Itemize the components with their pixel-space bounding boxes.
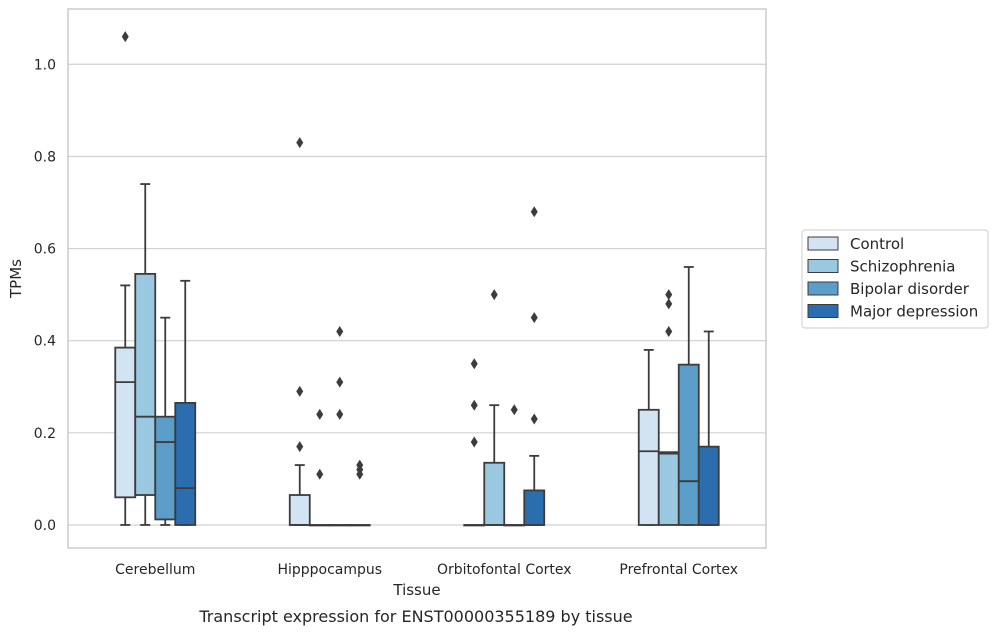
outlier-point bbox=[336, 325, 344, 337]
box-control bbox=[288, 464, 311, 526]
legend: Control Schizophrenia Bipolar disorder Majo… bbox=[801, 229, 989, 329]
legend-frame bbox=[801, 229, 989, 329]
box-schizophrenia bbox=[483, 404, 506, 526]
outlier-point bbox=[530, 312, 538, 324]
x-tick-label: Orbitofontal Cortex bbox=[437, 562, 572, 578]
legend-swatch bbox=[807, 259, 839, 273]
box-control bbox=[114, 284, 137, 526]
boxes bbox=[114, 183, 720, 527]
y-axis-label: TPMs bbox=[7, 259, 25, 299]
outlier-point bbox=[530, 206, 538, 218]
box-body bbox=[483, 461, 506, 526]
outlier-point bbox=[296, 385, 304, 397]
outlier-point bbox=[665, 298, 673, 310]
box-bipolar-disorder bbox=[154, 316, 177, 526]
outlier-point bbox=[296, 441, 304, 453]
outlier-point bbox=[470, 399, 478, 411]
outlier-point bbox=[470, 436, 478, 448]
box-bipolar-disorder bbox=[328, 524, 351, 527]
outlier-point bbox=[316, 408, 324, 420]
legend-swatch bbox=[807, 236, 839, 251]
legend-label: Schizophrenia bbox=[850, 258, 955, 276]
box-body bbox=[657, 451, 680, 526]
box-schizophrenia bbox=[308, 524, 331, 527]
outlier-point bbox=[336, 376, 344, 388]
x-tick-label: Cerebellum bbox=[115, 562, 195, 578]
legend-label: Control bbox=[850, 235, 904, 253]
box-schizophrenia bbox=[134, 183, 157, 526]
box-body bbox=[174, 401, 197, 526]
legend-swatch bbox=[807, 281, 839, 296]
x-tick-label: Prefrontal Cortex bbox=[619, 562, 738, 578]
outlier-point bbox=[356, 459, 364, 471]
box-schizophrenia bbox=[657, 451, 680, 526]
outlier-point bbox=[510, 404, 518, 416]
y-tick-labels: 0.0 0.2 0.4 0.6 0.8 1.0 bbox=[34, 57, 56, 534]
legend-label: Bipolar disorder bbox=[850, 280, 970, 298]
y-tick-label: 0.4 bbox=[34, 334, 56, 350]
box-body bbox=[697, 445, 720, 526]
box-major-depression bbox=[348, 524, 371, 527]
outlier-point bbox=[336, 408, 344, 420]
x-tick-labels: Cerebellum Hipppocampus Orbitofontal Corte… bbox=[115, 562, 738, 578]
outlier-point bbox=[121, 31, 129, 43]
plot-frame bbox=[67, 8, 767, 549]
box-major-depression bbox=[174, 279, 197, 526]
chart-caption: Transcript expression for ENST0000035518… bbox=[198, 607, 632, 626]
outlier-point bbox=[665, 289, 673, 301]
box-body bbox=[523, 489, 546, 526]
box-major-depression bbox=[523, 454, 546, 526]
y-tick-label: 0.0 bbox=[34, 518, 56, 534]
box-body bbox=[677, 363, 700, 526]
box-bipolar-disorder bbox=[677, 266, 700, 526]
y-tick-label: 0.6 bbox=[34, 242, 56, 258]
outlier-point bbox=[470, 358, 478, 370]
box-control bbox=[637, 349, 660, 526]
box-body bbox=[288, 494, 311, 526]
y-tick-label: 0.2 bbox=[34, 426, 56, 442]
outlier-point bbox=[316, 468, 324, 480]
box-body bbox=[637, 408, 660, 526]
box-bipolar-disorder bbox=[503, 524, 526, 527]
outlier-point bbox=[530, 413, 538, 425]
box-control bbox=[463, 524, 486, 527]
legend-swatch bbox=[807, 304, 839, 318]
outlier-point bbox=[490, 289, 498, 301]
box-body bbox=[114, 346, 137, 499]
y-tick-label: 0.8 bbox=[34, 149, 56, 165]
outlier-point bbox=[665, 325, 673, 337]
legend-label: Major depression bbox=[850, 303, 978, 321]
box-body bbox=[134, 272, 157, 496]
x-tick-label: Hipppocampus bbox=[277, 562, 382, 578]
box-major-depression bbox=[697, 330, 720, 526]
outlier-point bbox=[296, 137, 304, 149]
y-tick-label: 1.0 bbox=[34, 57, 56, 73]
x-axis-label: Tissue bbox=[392, 581, 440, 599]
outliers bbox=[121, 31, 673, 480]
box-body bbox=[154, 415, 177, 521]
